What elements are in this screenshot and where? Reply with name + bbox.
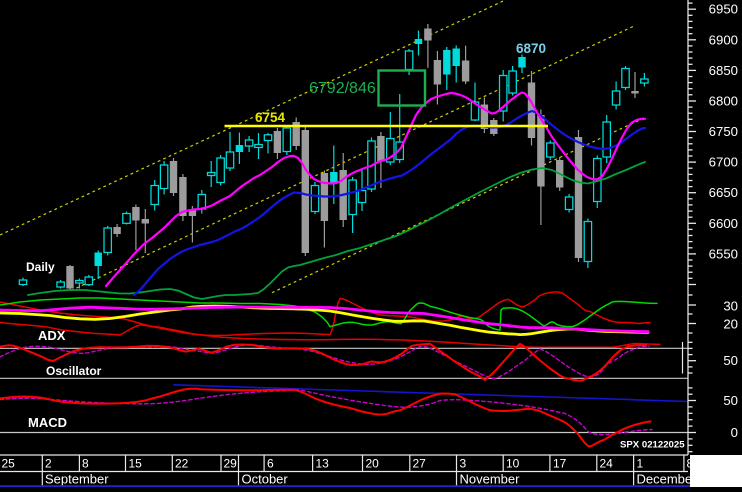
svg-text:MACD: MACD: [28, 415, 67, 430]
svg-text:22: 22: [175, 457, 189, 471]
svg-text:20: 20: [366, 457, 380, 471]
svg-text:0: 0: [731, 425, 738, 440]
svg-text:2: 2: [45, 457, 52, 471]
svg-text:6870: 6870: [516, 41, 546, 56]
svg-text:6792/846: 6792/846: [309, 80, 376, 97]
svg-text:20: 20: [723, 317, 738, 332]
svg-text:6650: 6650: [709, 185, 738, 200]
svg-text:29: 29: [224, 457, 238, 471]
svg-text:6800: 6800: [709, 94, 738, 109]
svg-text:September: September: [45, 472, 109, 487]
svg-text:6600: 6600: [709, 216, 738, 231]
svg-text:6550: 6550: [709, 246, 738, 261]
svg-text:ADX: ADX: [38, 328, 66, 343]
svg-text:6: 6: [267, 457, 274, 471]
svg-text:December: December: [637, 472, 698, 487]
svg-text:Daily: Daily: [26, 260, 55, 274]
svg-text:13: 13: [316, 457, 330, 471]
svg-text:6850: 6850: [709, 63, 738, 78]
svg-text:27: 27: [413, 457, 427, 471]
svg-text:17: 17: [553, 457, 567, 471]
svg-text:10: 10: [506, 457, 520, 471]
svg-text:1: 1: [637, 457, 644, 471]
svg-text:October: October: [242, 472, 289, 487]
svg-text:50: 50: [723, 393, 738, 408]
svg-text:30: 30: [723, 299, 738, 314]
svg-text:6700: 6700: [709, 155, 738, 170]
svg-text:SPX 02122025: SPX 02122025: [620, 440, 685, 451]
svg-text:6750: 6750: [709, 124, 738, 139]
svg-text:6754: 6754: [255, 110, 286, 125]
svg-text:6900: 6900: [709, 32, 738, 47]
svg-text:25: 25: [2, 457, 16, 471]
svg-text:November: November: [460, 472, 521, 487]
svg-text:24: 24: [600, 457, 614, 471]
svg-text:8: 8: [82, 457, 89, 471]
svg-text:Oscillator: Oscillator: [46, 364, 102, 378]
svg-text:15: 15: [129, 457, 143, 471]
svg-text:50: 50: [723, 353, 738, 368]
svg-text:3: 3: [460, 457, 467, 471]
svg-text:6950: 6950: [709, 2, 738, 17]
